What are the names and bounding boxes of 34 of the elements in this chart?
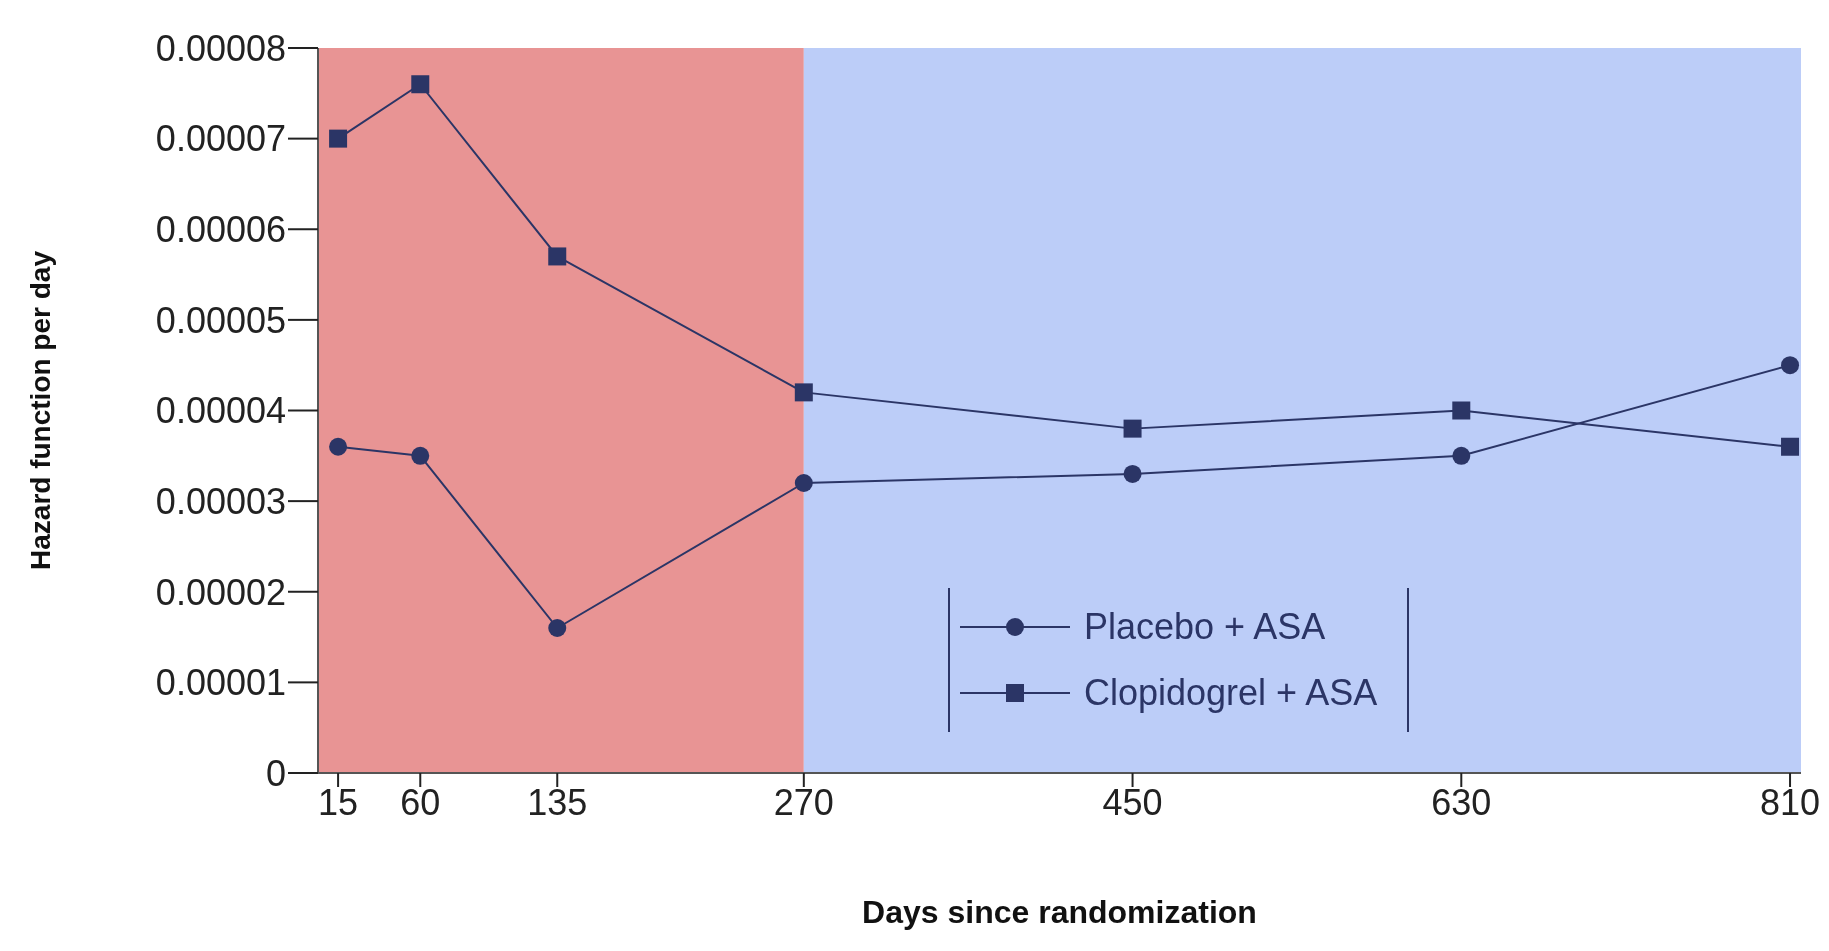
- point: [1452, 401, 1471, 420]
- point: [794, 383, 813, 402]
- y-tick-label: 0.00005: [155, 299, 286, 341]
- x-axis-title: Days since randomization: [862, 894, 1257, 930]
- point: [1781, 356, 1800, 375]
- point: [1123, 464, 1142, 483]
- x-tick-label: 810: [1760, 781, 1821, 823]
- point: [411, 75, 430, 94]
- point: [1781, 437, 1800, 456]
- point: [1452, 446, 1471, 465]
- x-tick-label: 60: [400, 781, 441, 823]
- y-tick-label: 0.00002: [155, 571, 286, 613]
- legend-label: Placebo + ASA: [1084, 606, 1326, 648]
- point: [329, 437, 348, 456]
- point: [411, 446, 430, 465]
- x-tick-label: 630: [1431, 781, 1492, 823]
- point: [329, 129, 348, 148]
- x-tick-label: 270: [773, 781, 834, 823]
- y-tick-label: 0.00007: [155, 118, 286, 160]
- y-tick-label: 0.00008: [155, 27, 286, 69]
- legend-label: Clopidogrel + ASA: [1084, 672, 1378, 714]
- point: [548, 619, 567, 637]
- y-axis-title: Hazard function per day: [24, 250, 56, 570]
- y-tick-label: 0.00001: [155, 662, 286, 704]
- x-tick-label: 450: [1102, 781, 1163, 823]
- point: [1123, 419, 1142, 438]
- y-tick-label: 0.00006: [155, 209, 286, 251]
- y-tick-label: 0: [265, 752, 286, 794]
- x-tick-label: 15: [318, 781, 359, 823]
- y-tick-label: 0.00003: [155, 480, 286, 522]
- x-tick-label: 135: [527, 781, 588, 823]
- y-tick-label: 0.00004: [155, 390, 286, 432]
- point: [548, 247, 567, 266]
- point: [794, 474, 813, 492]
